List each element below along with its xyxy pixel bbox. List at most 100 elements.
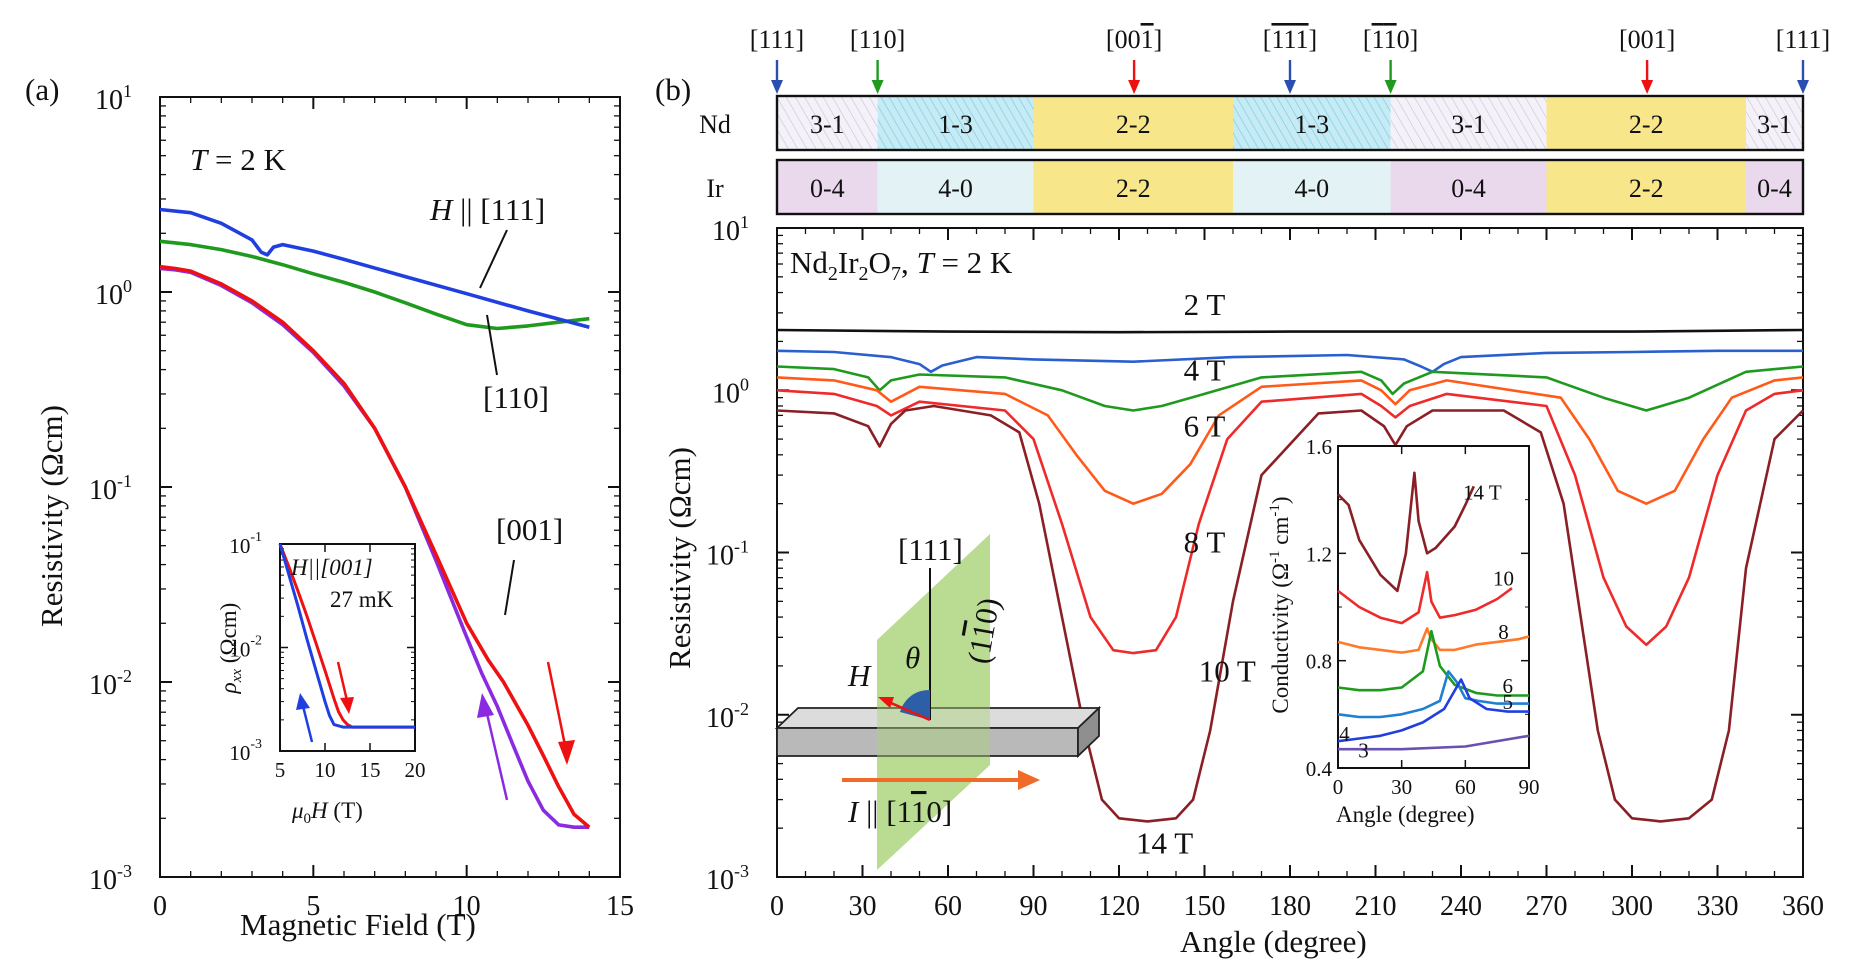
inset-series-line bbox=[1337, 570, 1513, 625]
panel-a-xlabel: Magnetic Field (T) bbox=[240, 907, 476, 942]
inset-a-xlabel-rest-text: (T) bbox=[328, 798, 363, 823]
sample-sketch: [111] θ H (110) I || [110] bbox=[774, 532, 1102, 870]
curve-label: 4 T bbox=[1184, 352, 1226, 387]
inset-y-tick-label: 1.6 bbox=[1306, 435, 1332, 459]
y-tick-label: 101 bbox=[95, 81, 132, 116]
segment-label: 2-2 bbox=[1116, 110, 1151, 139]
y-tick-label: 10-2 bbox=[89, 666, 132, 701]
row-segment bbox=[1746, 96, 1803, 150]
row-segment bbox=[1233, 96, 1391, 150]
row-segment bbox=[1390, 96, 1547, 150]
panel-b-inset: 1.6 1.2 0.8 0.40 30 60 90 14 T 10 8 65 43 Angle (d… bbox=[1267, 435, 1540, 827]
y-tick-label: 100 bbox=[95, 276, 132, 311]
x-tick-label: 270 bbox=[1526, 891, 1568, 922]
direction-arrowhead bbox=[1641, 80, 1654, 94]
row-frame bbox=[775, 158, 1805, 216]
inset-x-tick-label: 0 bbox=[1333, 775, 1344, 799]
panel-b-xlabel: Angle (degree) bbox=[1180, 924, 1367, 959]
inset-x-tick-label: 30 bbox=[1391, 775, 1412, 799]
inset-y-tick-label: 10-2 bbox=[229, 634, 262, 662]
row-label: Nd bbox=[699, 110, 731, 139]
sketch-theta: θ bbox=[905, 640, 920, 675]
inset-a-frame bbox=[279, 543, 416, 752]
row-segment bbox=[1033, 96, 1233, 150]
direction-markers: [111] [110] [001] [111] [110] [001] [111] bbox=[750, 25, 1830, 94]
curve-label: 2 T bbox=[1184, 287, 1226, 322]
inset-x-tick-label: 5 bbox=[275, 758, 286, 782]
x-tick-label: 5 bbox=[306, 891, 320, 922]
sketch-axis-label: [111] bbox=[898, 532, 963, 567]
segment-label: 0-4 bbox=[1451, 174, 1486, 203]
x-tick-label: 10 bbox=[453, 891, 481, 922]
configuration-rows: Nd 3-1 1-3 2-2 1-3 3-1 2-2 3-1 Ir 0-4 4-0 2-2 4-0 0-4… bbox=[699, 94, 1805, 216]
segment-label: 2-2 bbox=[1629, 110, 1664, 139]
segment-label: 3-1 bbox=[810, 110, 845, 139]
segment-label: 0-4 bbox=[1757, 174, 1792, 203]
inset-b-series bbox=[1337, 471, 1530, 751]
x-tick-label: 120 bbox=[1098, 891, 1140, 922]
x-tick-label: 210 bbox=[1355, 891, 1397, 922]
x-tick-label: 330 bbox=[1697, 891, 1739, 922]
direction-arrowhead bbox=[1384, 80, 1397, 94]
inset-series-line bbox=[1337, 471, 1475, 593]
arrow-head-up bbox=[558, 740, 575, 765]
inset-curve-label: 5 bbox=[1503, 690, 1514, 714]
inset-y-tick-label: 0.4 bbox=[1306, 757, 1333, 781]
curve-label: 8 T bbox=[1184, 525, 1226, 560]
inset-b-xlabel: Angle (degree) bbox=[1336, 802, 1475, 827]
inset-y-tick-label: 0.8 bbox=[1306, 650, 1332, 674]
arrow-sweep-down bbox=[483, 704, 509, 801]
direction-label: [110] bbox=[850, 25, 905, 54]
series-line bbox=[776, 365, 1804, 412]
x-tick-label: 360 bbox=[1782, 891, 1824, 922]
y-tick-label: 10-1 bbox=[706, 537, 749, 572]
row-segment bbox=[877, 96, 1034, 150]
inset-series-line bbox=[1337, 629, 1529, 697]
inset-series-line bbox=[1338, 734, 1530, 751]
row-label: Ir bbox=[706, 174, 724, 203]
direction-arrowhead bbox=[1128, 80, 1141, 94]
row-segment bbox=[877, 160, 1034, 214]
panel-b: (b) [111] [110] [001] [111] [110] [001] [111] … bbox=[655, 25, 1830, 959]
sketch-plane-1-10 bbox=[877, 534, 990, 870]
row-frame bbox=[775, 94, 1805, 152]
direction-arrowhead bbox=[871, 80, 884, 94]
leader-h001 bbox=[504, 559, 515, 616]
inset-arrow-head-down bbox=[296, 693, 310, 710]
x-tick-label: 15 bbox=[606, 891, 634, 922]
panel-a-ylabel: Resistivity (Ωcm) bbox=[34, 405, 69, 627]
inset-curve-label: 6 bbox=[1503, 674, 1514, 698]
x-tick-label: 300 bbox=[1611, 891, 1653, 922]
leader-h111 bbox=[479, 229, 508, 289]
series-line bbox=[776, 349, 1803, 374]
inset-b-axes: 1.6 1.2 0.8 0.40 30 60 90 bbox=[1306, 435, 1540, 799]
series-line bbox=[776, 328, 1804, 334]
series-line bbox=[776, 389, 1804, 655]
x-tick-label: 0 bbox=[770, 891, 784, 922]
segment-label: 3-1 bbox=[1757, 110, 1792, 139]
inset-curve-label: 4 bbox=[1339, 722, 1350, 746]
panel-b-ylabel: Resistivity (Ωcm) bbox=[662, 447, 697, 669]
inset-x-tick-label: 90 bbox=[1519, 775, 1540, 799]
row-segment bbox=[1546, 160, 1746, 214]
segment-label: 1-3 bbox=[1294, 110, 1329, 139]
x-tick-label: 150 bbox=[1184, 891, 1226, 922]
sketch-h-arrowhead bbox=[878, 697, 894, 708]
annotation-h001: [001] bbox=[496, 512, 563, 547]
sketch-plane-front bbox=[877, 534, 990, 870]
panel-label-b: (b) bbox=[655, 72, 691, 107]
row-segment bbox=[1546, 96, 1746, 150]
panel-label-a: (a) bbox=[25, 72, 59, 107]
inset-series-line bbox=[1337, 678, 1529, 743]
inset-series-line bbox=[278, 543, 415, 729]
annotation-h110: [110] bbox=[483, 380, 549, 415]
inset-x-tick-label: 20 bbox=[405, 758, 426, 782]
inset-b-curve-labels: 14 T 10 8 65 43 bbox=[1339, 481, 1514, 763]
segment-label: 4-0 bbox=[1294, 174, 1329, 203]
sketch-plane-label: (110) bbox=[960, 595, 1006, 666]
panel-b-curve-labels: 2 T 4 T 6 T 8 T 10 T 14 T bbox=[1136, 287, 1256, 860]
segment-label: 3-1 bbox=[1451, 110, 1486, 139]
inset-curve-label: 14 T bbox=[1463, 481, 1502, 505]
inset-series-line bbox=[1337, 670, 1529, 719]
curve-label: 6 T bbox=[1184, 408, 1226, 443]
